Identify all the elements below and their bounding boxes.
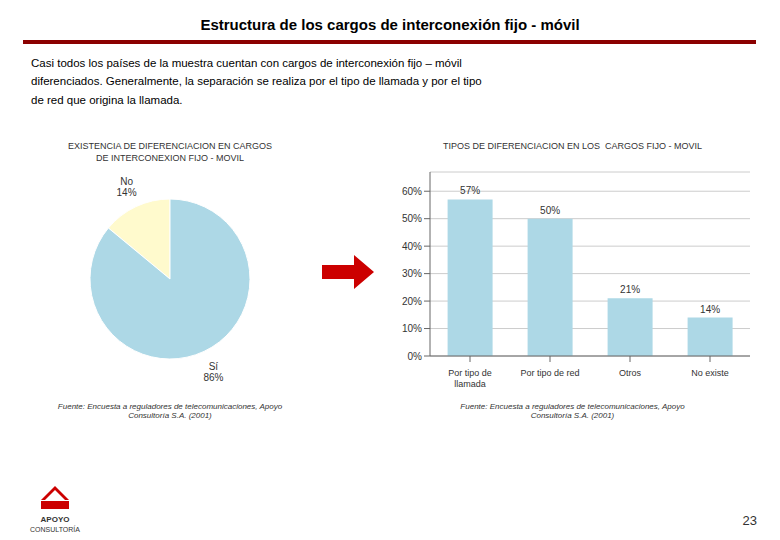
svg-text:50%: 50%	[540, 205, 560, 216]
svg-text:0%: 0%	[408, 351, 423, 362]
svg-text:30%: 30%	[402, 268, 422, 279]
html-text:Consultoría S.A. (2001): Consultoría S.A. (2001)	[128, 411, 212, 420]
svg-text:14%: 14%	[700, 304, 720, 315]
svg-text:50%: 50%	[402, 213, 422, 224]
svg-text:Por tipo de red: Por tipo de red	[520, 368, 579, 378]
svg-text:60%: 60%	[402, 186, 422, 197]
svg-text:No14%: No14%	[117, 176, 137, 198]
svg-text:21%: 21%	[620, 284, 640, 295]
html-text:23: 23	[742, 513, 757, 528]
html-text:Estructura de los cargos de in: Estructura de los cargos de interconexió…	[200, 16, 580, 33]
svg-text:Otros: Otros	[619, 368, 642, 378]
svg-text:40%: 40%	[402, 241, 422, 252]
html-text:TIPOS DE DIFERENCIACION EN LOS: TIPOS DE DIFERENCIACION EN LOS CARGOS FI…	[443, 141, 702, 151]
svg-text:Sí86%: Sí86%	[203, 360, 223, 382]
html-text:EXISTENCIA DE DIFERENCIACION E: EXISTENCIA DE DIFERENCIACION EN CARGOS	[68, 141, 272, 151]
svg-text:10%: 10%	[402, 323, 422, 334]
html-text:Casi todos los países de la mu: Casi todos los países de la muestra cuen…	[31, 57, 462, 69]
svg-text:20%: 20%	[402, 296, 422, 307]
html-text:diferenciados. Generalmente, l: diferenciados. Generalmente, la separaci…	[31, 75, 482, 88]
html-text:Fuente: Encuesta a reguladores: Fuente: Encuesta a reguladores de teleco…	[57, 402, 283, 411]
html-text:de red que origina la llamada.: de red que origina la llamada.	[31, 93, 183, 106]
svg-text:No existe: No existe	[691, 368, 729, 378]
html-text:APOYO: APOYO	[40, 515, 70, 524]
html-text:Fuente: Encuesta a reguladores: Fuente: Encuesta a reguladores de teleco…	[460, 402, 685, 411]
svg-text:Por tipo dellamada: Por tipo dellamada	[448, 368, 492, 389]
html-text:CONSULTORÍA: CONSULTORÍA	[30, 526, 80, 533]
svg-text:57%: 57%	[460, 185, 480, 196]
html-text:DE INTERCONEXION FIJO - MOVIL: DE INTERCONEXION FIJO - MOVIL	[96, 153, 244, 163]
html-text:Consultoría S.A. (2001): Consultoría S.A. (2001)	[530, 411, 615, 420]
